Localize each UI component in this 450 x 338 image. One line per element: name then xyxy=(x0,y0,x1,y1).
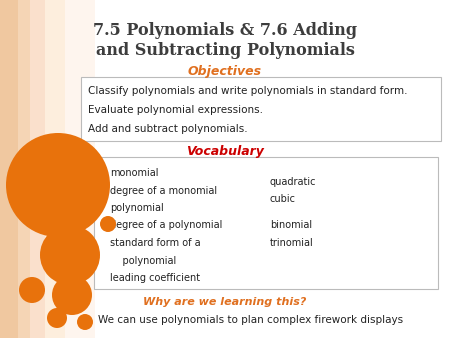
Text: Vocabulary: Vocabulary xyxy=(186,145,264,158)
Circle shape xyxy=(19,277,45,303)
Text: leading coefficient: leading coefficient xyxy=(110,273,200,283)
Text: degree of a polynomial: degree of a polynomial xyxy=(110,220,222,231)
Circle shape xyxy=(40,225,100,285)
Text: trinomial: trinomial xyxy=(270,238,314,248)
Text: standard form of a: standard form of a xyxy=(110,238,201,248)
FancyBboxPatch shape xyxy=(81,77,441,141)
Circle shape xyxy=(6,133,110,237)
Circle shape xyxy=(52,275,92,315)
Bar xyxy=(45,0,65,338)
Bar xyxy=(0,0,18,338)
Text: cubic: cubic xyxy=(270,194,296,204)
Text: Objectives: Objectives xyxy=(188,65,262,78)
Text: Add and subtract polynomials.: Add and subtract polynomials. xyxy=(88,124,248,134)
Text: Evaluate polynomial expressions.: Evaluate polynomial expressions. xyxy=(88,105,263,115)
FancyBboxPatch shape xyxy=(94,157,438,289)
Text: Classify polynomials and write polynomials in standard form.: Classify polynomials and write polynomia… xyxy=(88,86,408,96)
Text: Why are we learning this?: Why are we learning this? xyxy=(143,297,307,307)
Text: and Subtracting Polynomials: and Subtracting Polynomials xyxy=(95,42,355,59)
Bar xyxy=(30,0,45,338)
Bar xyxy=(65,0,95,338)
Text: monomial: monomial xyxy=(110,168,158,178)
Text: 7.5 Polynomials & 7.6 Adding: 7.5 Polynomials & 7.6 Adding xyxy=(93,22,357,39)
Text: polynomial: polynomial xyxy=(110,256,176,266)
Bar xyxy=(18,0,30,338)
Text: degree of a monomial: degree of a monomial xyxy=(110,186,217,195)
Circle shape xyxy=(47,308,67,328)
Circle shape xyxy=(100,216,116,232)
Text: We can use polynomials to plan complex firework displays: We can use polynomials to plan complex f… xyxy=(98,315,403,325)
Circle shape xyxy=(77,314,93,330)
Text: quadratic: quadratic xyxy=(270,177,316,187)
Text: polynomial: polynomial xyxy=(110,203,164,213)
Text: binomial: binomial xyxy=(270,220,312,231)
